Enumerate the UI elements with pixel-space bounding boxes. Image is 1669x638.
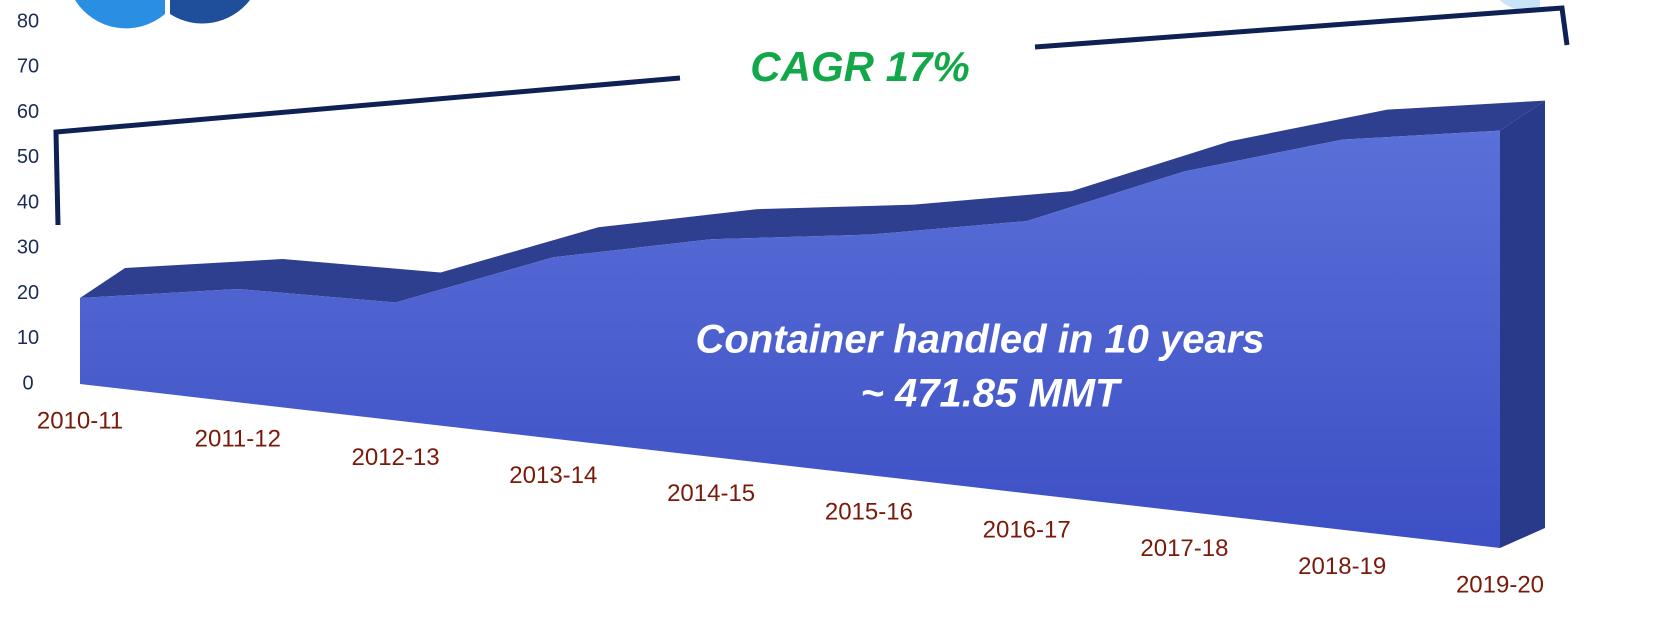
area-top bbox=[80, 100, 1545, 303]
y-tick-label: 60 bbox=[17, 101, 39, 123]
y-tick-label: 80 bbox=[17, 10, 39, 32]
y-tick-label: 20 bbox=[17, 282, 39, 304]
area-side bbox=[1500, 100, 1545, 548]
pie-fragment bbox=[170, 0, 250, 24]
cagr-label: CAGR 17% bbox=[750, 43, 969, 90]
x-tick-label: 2016-17 bbox=[983, 517, 1071, 544]
bracket bbox=[53, 75, 681, 226]
y-tick-label: 50 bbox=[17, 146, 39, 168]
x-tick-label: 2015-16 bbox=[825, 498, 913, 525]
total-label: Container handled in 10 years bbox=[695, 318, 1264, 362]
x-tick-label: 2019-20 bbox=[1456, 571, 1544, 598]
pie-fragment bbox=[75, 0, 165, 29]
y-tick-label: 10 bbox=[17, 327, 39, 349]
x-tick-label: 2013-14 bbox=[509, 462, 597, 489]
x-tick-label: 2018-19 bbox=[1298, 553, 1386, 580]
x-tick-label: 2010-11 bbox=[37, 407, 123, 434]
x-tick-label: 2017-18 bbox=[1140, 535, 1228, 562]
x-tick-label: 2014-15 bbox=[667, 480, 755, 507]
x-tick-label: 2012-13 bbox=[352, 444, 440, 471]
area bbox=[80, 130, 1500, 548]
y-tick-label: 70 bbox=[17, 56, 39, 78]
total-value: ~ 471.85 MMT bbox=[860, 372, 1123, 416]
y-tick-label: 0 bbox=[22, 372, 33, 394]
x-tick-label: 2011-12 bbox=[195, 426, 281, 453]
bracket bbox=[1034, 5, 1570, 50]
y-tick-label: 30 bbox=[17, 237, 39, 259]
plot: 0 10 20 30 40 50 60 70 80 2010-11 2011-12 2012-13 20… bbox=[17, 10, 1545, 598]
y-tick-label: 40 bbox=[17, 191, 39, 213]
